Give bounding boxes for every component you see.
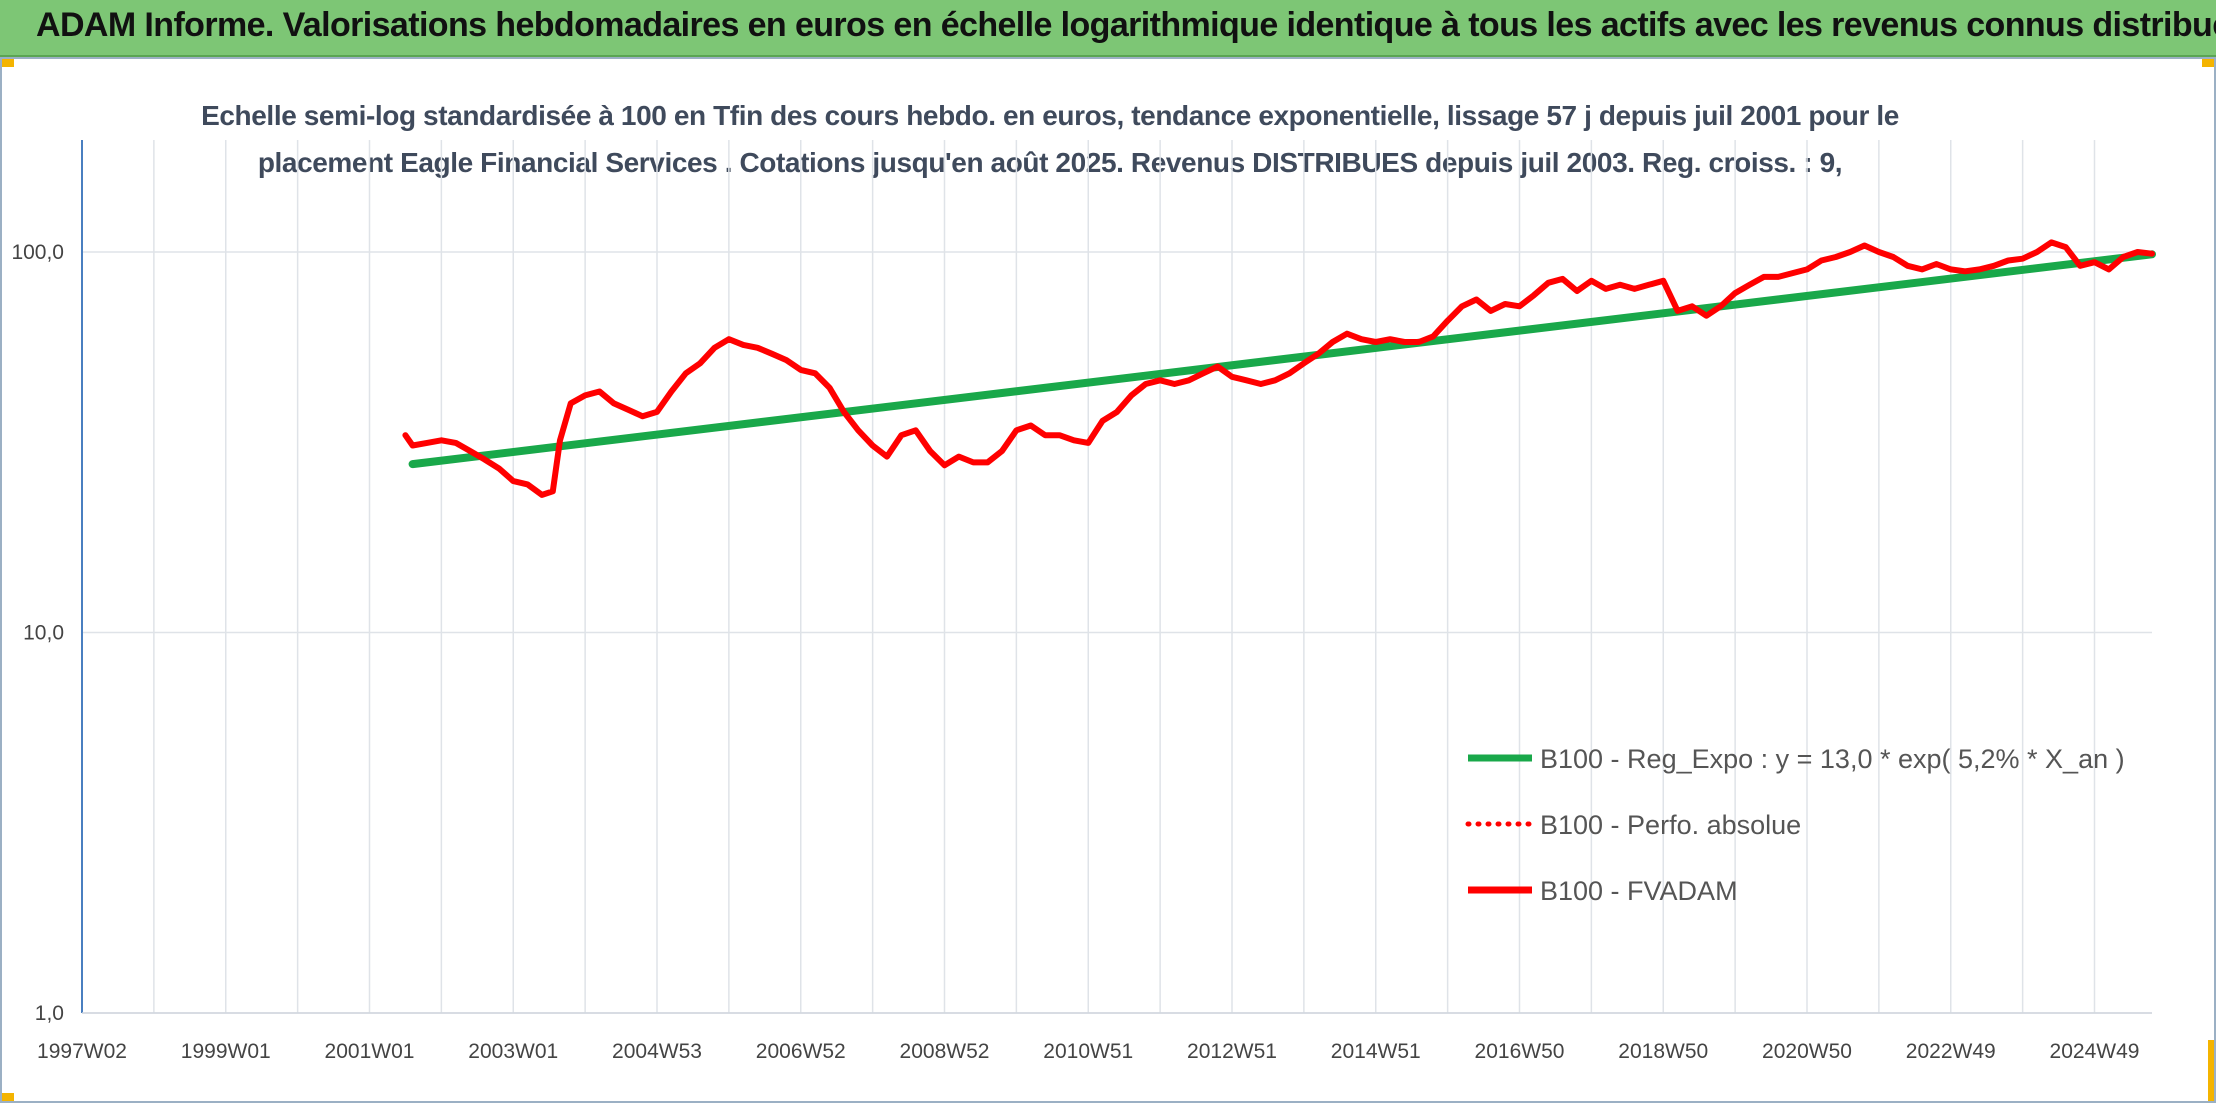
y-tick-label: 10,0 bbox=[23, 622, 64, 645]
chart-title-line-2: placement Eagle Financial Services . Cot… bbox=[257, 147, 1843, 178]
legend-label: B100 - FVADAM bbox=[1540, 876, 1738, 906]
x-tick-label: 2024W49 bbox=[2050, 1040, 2140, 1063]
x-tick-label: 2010W51 bbox=[1043, 1040, 1133, 1063]
x-tick-label: 2014W51 bbox=[1331, 1040, 1421, 1063]
x-tick-label: 2006W52 bbox=[756, 1040, 846, 1063]
x-tick-label: 1997W02 bbox=[37, 1040, 127, 1063]
x-tick-label: 1999W01 bbox=[181, 1040, 271, 1063]
header-bar: ADAM Informe. Valorisations hebdomadaire… bbox=[0, 0, 2216, 57]
chart-title: Echelle semi-log standardisée à 100 en T… bbox=[120, 92, 1980, 186]
corner-accent-bottom-left bbox=[0, 1093, 14, 1103]
x-tick-label: 2001W01 bbox=[325, 1040, 415, 1063]
x-tick-label: 2003W01 bbox=[468, 1040, 558, 1063]
corner-accent-top-right bbox=[2202, 57, 2216, 67]
legend-label: B100 - Perfo. absolue bbox=[1540, 810, 1801, 840]
series bbox=[402, 239, 2156, 498]
x-tick-label: 2018W50 bbox=[1618, 1040, 1708, 1063]
x-tick-label: 2012W51 bbox=[1187, 1040, 1277, 1063]
series-line-fvadam bbox=[402, 239, 2155, 498]
series-line-regression bbox=[408, 250, 2156, 469]
y-tick-label: 1,0 bbox=[35, 1002, 64, 1025]
page-title: ADAM Informe. Valorisations hebdomadaire… bbox=[36, 6, 2216, 44]
grid bbox=[81, 140, 2152, 1014]
x-tick-label: 2022W49 bbox=[1906, 1040, 1996, 1063]
x-tick-label: 2004W53 bbox=[612, 1040, 702, 1063]
legend: B100 - Reg_Expo : y = 13,0 * exp( 5,2% *… bbox=[1465, 744, 2125, 906]
legend-label: B100 - Reg_Expo : y = 13,0 * exp( 5,2% *… bbox=[1540, 744, 2125, 774]
y-tick-label: 100,0 bbox=[11, 241, 64, 264]
x-tick-label: 2020W50 bbox=[1762, 1040, 1852, 1063]
x-tick-label: 2016W50 bbox=[1475, 1040, 1565, 1063]
chart-title-line-1: Echelle semi-log standardisée à 100 en T… bbox=[201, 100, 1899, 131]
corner-accent-bottom-right bbox=[2208, 1040, 2216, 1103]
axes: 1,0 10,0 100,0 1997W02 1999W01 2001W01 2003W01… bbox=[11, 140, 2152, 1063]
corner-accent-top-left bbox=[0, 57, 14, 67]
x-tick-label: 2008W52 bbox=[900, 1040, 990, 1063]
